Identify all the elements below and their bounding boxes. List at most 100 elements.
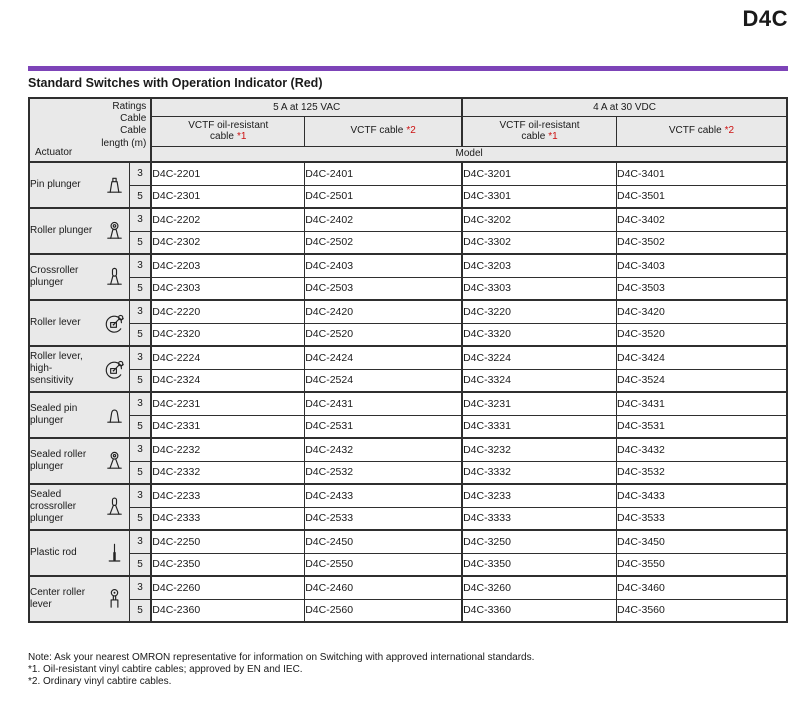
model-cell: D4C-2260 [150, 575, 306, 600]
model-cell: D4C-2532 [304, 460, 464, 485]
model-cell: D4C-2401 [304, 161, 464, 186]
model-cell: D4C-3220 [461, 299, 617, 324]
corner-column-labels: Ratings Cable Cable length (m) [101, 101, 146, 150]
model-cell: D4C-2524 [304, 368, 464, 393]
model-cell: D4C-3403 [615, 253, 788, 278]
table-row: 5 D4C-2303 D4C-2503 D4C-3303 D4C-3503 [29, 276, 788, 301]
model-cell: D4C-2250 [150, 529, 306, 554]
corner-cable-length-label-line2: length (m) [101, 137, 147, 149]
model-cell: D4C-3360 [461, 598, 617, 623]
model-cell: D4C-2431 [304, 391, 464, 416]
model-selection-table: Ratings Cable Cable length (m) Actuator … [28, 97, 788, 623]
model-cell: D4C-2403 [304, 253, 464, 278]
pin-plunger-icon [102, 173, 127, 198]
cable-length-cell: 5 [128, 230, 153, 255]
actuator-label: Roller lever [30, 317, 81, 328]
footnote-ref-2: *2 [724, 125, 735, 137]
model-cell: D4C-2231 [150, 391, 306, 416]
model-cell: D4C-3203 [461, 253, 617, 278]
actuator-cell: Roller lever, high-sensitivity [28, 345, 130, 393]
model-cell: D4C-2503 [304, 276, 464, 301]
model-cell: D4C-3260 [461, 575, 617, 600]
note-ref-1: *1. Oil-resistant vinyl cabtire cables; … [28, 664, 303, 675]
model-cell: D4C-2201 [150, 161, 306, 186]
table-row: 5 D4C-2333 D4C-2533 D4C-3333 D4C-3533 [29, 506, 788, 531]
model-cell: D4C-3424 [615, 345, 788, 370]
model-cell: D4C-2360 [150, 598, 306, 623]
actuator-cell: Pin plunger [28, 161, 130, 209]
model-cell: D4C-3231 [461, 391, 617, 416]
cable-length-cell: 5 [128, 276, 153, 301]
actuator-label: Plastic rod [30, 547, 77, 558]
model-cell: D4C-2533 [304, 506, 464, 531]
cable-length-cell: 5 [128, 506, 153, 531]
cable-length-cell: 5 [128, 414, 153, 439]
actuator-cell: Sealed pin plunger [28, 391, 130, 439]
actuator-label: Pin plunger [30, 179, 81, 190]
model-cell: D4C-3332 [461, 460, 617, 485]
footnotes: Note: Ask your nearest OMRON representat… [28, 652, 534, 688]
table-row: Roller lever 3 D4C-2220 D4C-2420 D4C-3220 D4C… [28, 299, 788, 347]
page-title: D4C [742, 6, 788, 31]
model-cell: D4C-3331 [461, 414, 617, 439]
table-row: 5 D4C-2350 D4C-2550 D4C-3350 D4C-3550 [29, 552, 788, 577]
cable-type-label: VCTF cable [350, 125, 404, 137]
actuator-label: Sealed crossroller plunger [30, 489, 77, 524]
rating-header-vac: 5 A at 125 VAC [150, 97, 464, 117]
model-cell: D4C-2402 [304, 207, 464, 232]
table-row: Roller lever, high-sensitivity 3 D4C-2224 D… [28, 345, 788, 393]
cable-length-cell: 3 [128, 345, 153, 370]
corner-cable-label: Cable [120, 113, 147, 125]
actuator-cell: Crossroller plunger [28, 253, 130, 301]
model-cell: D4C-2420 [304, 299, 464, 324]
actuator-label: Roller plunger [30, 225, 93, 236]
model-cell: D4C-3402 [615, 207, 788, 232]
model-header-row: Model [29, 145, 788, 163]
model-cell: D4C-2424 [304, 345, 464, 370]
cable-type-header-row: VCTF oil-resistant cable *1 VCTF cable *2 … [29, 115, 788, 147]
roller-lever-icon [102, 357, 127, 382]
table-row: Crossroller plunger 3 D4C-2203 D4C-2403 D4C-… [28, 253, 788, 301]
actuator-cell: Plastic rod [28, 529, 130, 577]
actuator-label: Crossroller plunger [30, 265, 79, 288]
note-ref-2: *2. Ordinary vinyl cabtire cables. [28, 676, 172, 687]
model-cell: D4C-3233 [461, 483, 617, 508]
model-header-cell: Model [150, 145, 788, 163]
model-cell: D4C-2303 [150, 276, 306, 301]
model-cell: D4C-2220 [150, 299, 306, 324]
rating-header-vdc: 4 A at 30 VDC [461, 97, 788, 117]
model-cell: D4C-3524 [615, 368, 788, 393]
cable-length-cell: 3 [128, 437, 153, 462]
model-cell: D4C-2301 [150, 184, 306, 209]
model-cell: D4C-2432 [304, 437, 464, 462]
model-cell: D4C-3232 [461, 437, 617, 462]
model-cell: D4C-3501 [615, 184, 788, 209]
model-cell: D4C-3503 [615, 276, 788, 301]
table-row: Pin plunger 3 D4C-2201 D4C-2401 D4C-3201 D4C-… [28, 161, 788, 209]
model-cell: D4C-3320 [461, 322, 617, 347]
model-cell: D4C-3250 [461, 529, 617, 554]
model-cell: D4C-3431 [615, 391, 788, 416]
table-row: Sealed roller plunger 3 D4C-2232 D4C-2432 D4… [28, 437, 788, 485]
roller-lever-icon [102, 311, 127, 336]
model-cell: D4C-3420 [615, 299, 788, 324]
ratings-header-row: Ratings Cable Cable length (m) Actuator … [28, 97, 788, 163]
cable-header-vctf: VCTF cable *2 [304, 115, 464, 147]
cable-length-cell: 3 [128, 253, 153, 278]
actuator-label: Sealed pin plunger [30, 403, 78, 426]
actuator-cell: Roller plunger [28, 207, 130, 255]
model-cell: D4C-3324 [461, 368, 617, 393]
model-cell: D4C-2560 [304, 598, 464, 623]
actuator-cell: Sealed crossroller plunger [28, 483, 130, 531]
cable-type-label: VCTF oil-resistant cable [499, 119, 580, 143]
table-row: 5 D4C-2320 D4C-2520 D4C-3320 D4C-3520 [29, 322, 788, 347]
model-cell: D4C-3224 [461, 345, 617, 370]
actuator-label: Center roller lever [30, 587, 86, 610]
model-cell: D4C-3520 [615, 322, 788, 347]
corner-header-cell: Ratings Cable Cable length (m) Actuator [28, 97, 153, 163]
corner-cable-length-label-line1: Cable [120, 125, 147, 137]
model-cell: D4C-2550 [304, 552, 464, 577]
model-cell: D4C-2333 [150, 506, 306, 531]
model-cell: D4C-3350 [461, 552, 617, 577]
cable-length-cell: 5 [128, 552, 153, 577]
